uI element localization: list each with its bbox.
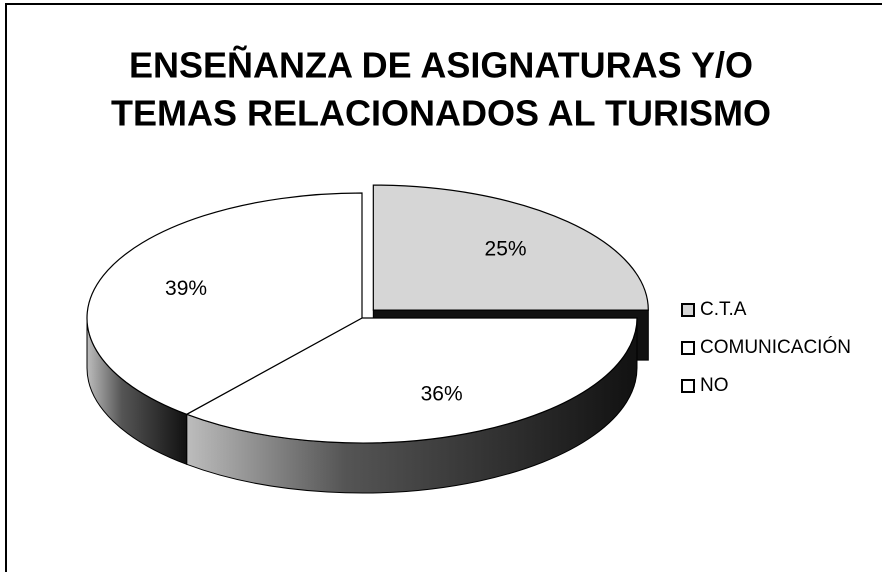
legend-label: NO [700,375,729,396]
legend-swatch [681,341,695,355]
legend-label: COMUNICACIÓN [700,336,851,358]
slice [185,317,638,444]
chart-title: ENSEÑANZA DE ASIGNATURAS Y/O [129,44,753,86]
data-label: 36% [421,382,463,405]
chart-title: TEMAS RELACIONADOS AL TURISMO [111,93,771,134]
legend-swatch [681,379,695,393]
legend-swatch [681,303,695,317]
slice [86,192,363,415]
data-label: 39% [165,277,207,300]
legend-label: C.T.A [700,299,747,320]
frame [5,3,882,572]
data-label: 25% [485,238,527,261]
slice [372,184,649,311]
